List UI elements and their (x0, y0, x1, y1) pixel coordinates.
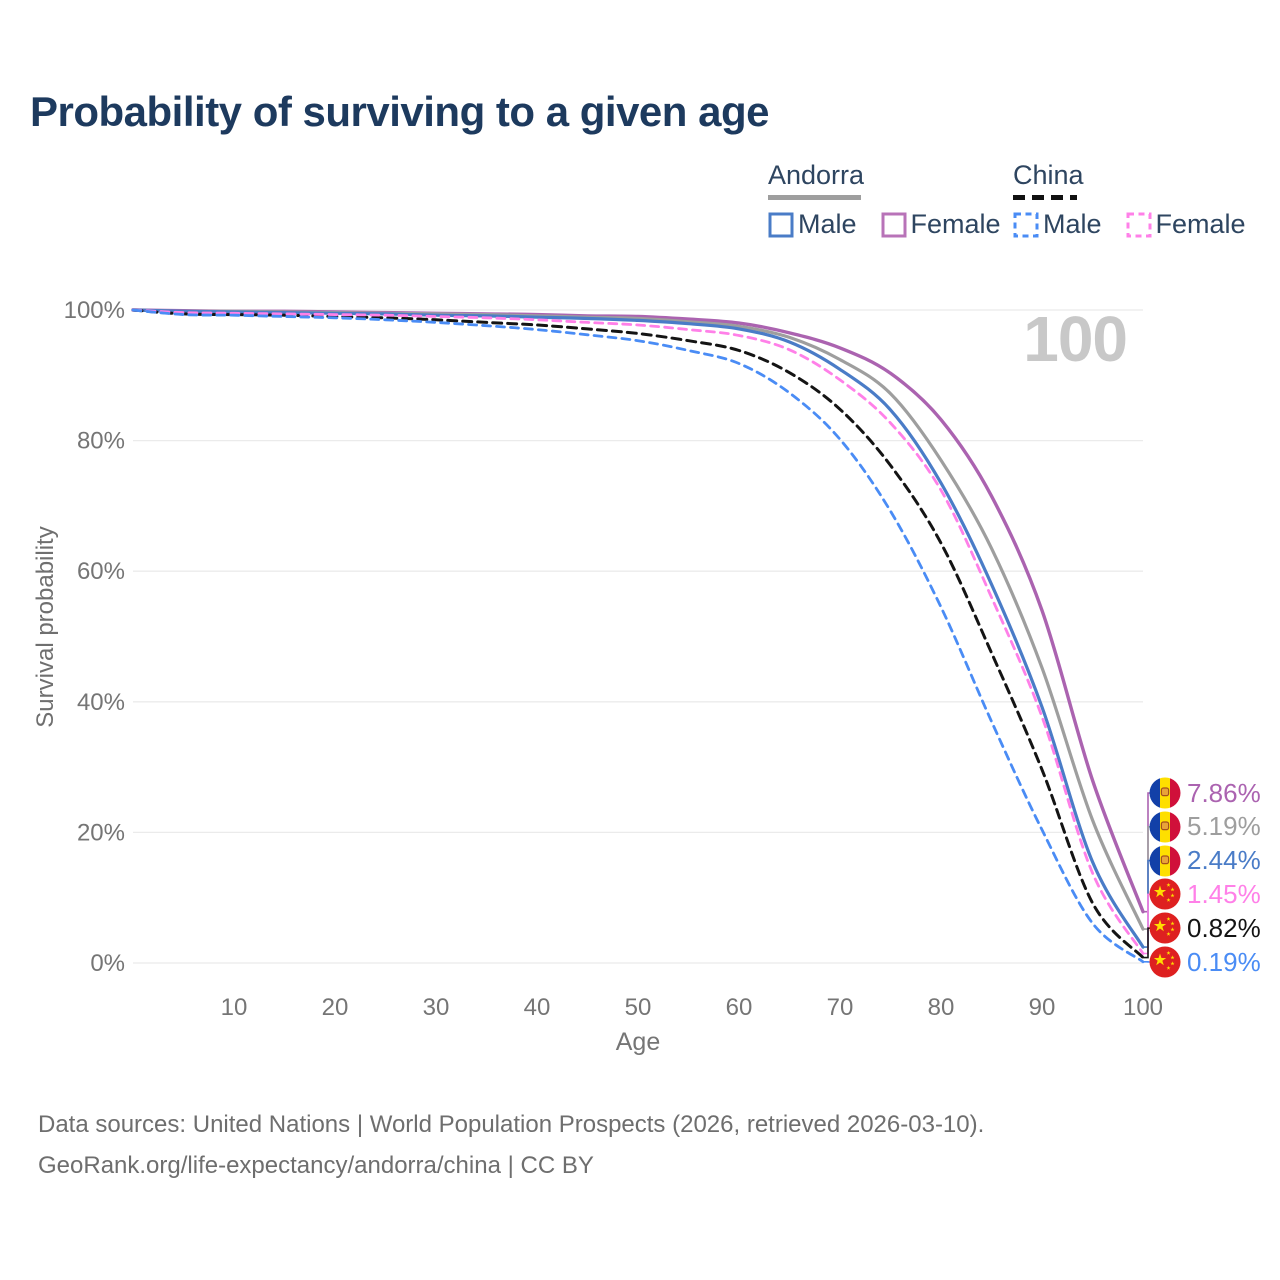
x-axis-title: Age (615, 1028, 661, 1056)
x-tick-label: 100 (1123, 994, 1163, 1021)
legend-country-andorra[interactable]: Andorra (768, 160, 865, 190)
andorra-line-style-swatch (768, 195, 861, 200)
china-female-swatch-icon (1126, 212, 1152, 237)
china-line-style-swatch (1013, 195, 1077, 200)
data-sources: Data sources: United Nations | World Pop… (38, 1104, 984, 1186)
china-flag-icon (1149, 946, 1181, 978)
china-flag-icon (1149, 878, 1181, 910)
legend-group-china: China Male Female (1013, 160, 1246, 240)
end-label-row[interactable]: 7.86% (1149, 777, 1261, 809)
china-male-swatch-icon (1013, 212, 1039, 237)
china-flag-icon (1149, 912, 1181, 944)
x-tick-label: 80 (928, 994, 955, 1021)
y-tick-label: 80% (77, 428, 125, 455)
legend-label: Female (1155, 209, 1246, 239)
legend-label: Male (798, 209, 857, 239)
andorra-flag-icon (1149, 811, 1181, 843)
end-label-row[interactable]: 0.82% (1149, 912, 1261, 944)
legend-item-andorra-male[interactable]: Male (768, 209, 857, 240)
end-label-row[interactable]: 2.44% (1149, 845, 1261, 877)
end-label-row[interactable]: 1.45% (1149, 878, 1261, 910)
curve-andorra-both-sexes[interactable] (131, 308, 1145, 931)
end-label-value: 0.82% (1187, 912, 1261, 943)
legend-item-china-female[interactable]: Female (1126, 209, 1246, 240)
end-label-value: 7.86% (1187, 777, 1261, 808)
page-title: Probability of surviving to a given age (30, 88, 769, 135)
legend-label: Male (1043, 209, 1102, 239)
end-label-value: 0.19% (1187, 946, 1261, 977)
x-tick-label: 90 (1029, 994, 1056, 1021)
curve-andorra-female[interactable] (131, 308, 1145, 914)
x-tick-label: 40 (524, 994, 551, 1021)
legend-label: Female (910, 209, 1001, 239)
y-tick-label: 60% (77, 558, 125, 585)
legend-item-andorra-female[interactable]: Female (881, 209, 1001, 240)
curve-andorra-male[interactable] (131, 308, 1145, 949)
y-tick-label: 20% (77, 819, 125, 846)
end-label-value: 2.44% (1187, 845, 1261, 876)
legend-group-andorra: Andorra Male Female (768, 160, 1001, 240)
y-tick-label: 40% (77, 689, 125, 716)
y-axis-title: Survival probability (32, 526, 59, 728)
curve-china-both-sexes[interactable] (131, 308, 1145, 960)
data-sources-line1: Data sources: United Nations | World Pop… (38, 1111, 985, 1138)
andorra-female-swatch-icon (881, 212, 907, 237)
andorra-male-swatch-icon (768, 212, 794, 237)
data-sources-line2[interactable]: GeoRank.org/life-expectancy/andorra/chin… (38, 1152, 594, 1179)
x-tick-label: 50 (625, 994, 652, 1021)
current-age-indicator: 100 (1023, 303, 1128, 375)
x-tick-label: 60 (726, 994, 753, 1021)
x-tick-label: 10 (221, 994, 248, 1021)
end-label-value: 5.19% (1187, 811, 1261, 842)
end-label-row[interactable]: 0.19% (1149, 946, 1261, 978)
x-tick-label: 70 (827, 994, 854, 1021)
andorra-flag-icon (1149, 777, 1181, 809)
curve-china-female[interactable] (131, 308, 1145, 955)
end-label-row[interactable]: 5.19% (1149, 811, 1261, 843)
x-tick-label: 20 (322, 994, 349, 1021)
end-label-value: 1.45% (1187, 878, 1261, 909)
curve-china-male[interactable] (131, 308, 1145, 964)
x-tick-label: 30 (423, 994, 450, 1021)
andorra-flag-icon (1149, 845, 1181, 877)
y-tick-label: 0% (90, 950, 125, 977)
legend-item-china-male[interactable]: Male (1013, 209, 1102, 240)
legend-country-china[interactable]: China (1013, 160, 1084, 190)
y-tick-label: 100% (64, 297, 125, 324)
